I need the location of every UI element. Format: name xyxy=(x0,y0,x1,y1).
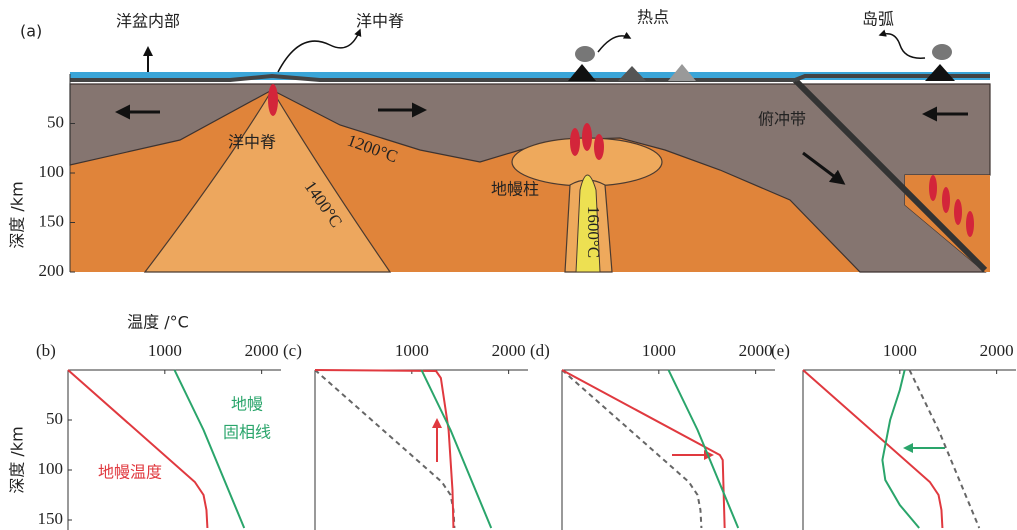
arrow xyxy=(880,34,925,58)
top-label: 热点 xyxy=(637,8,669,27)
cross-section: (a) 洋盆内部 洋中脊 热点 岛弧 洋中脊 1200°C 1400°C 地幔柱… xyxy=(8,8,991,273)
profile-line xyxy=(669,370,739,528)
annotation: 地幔温度 xyxy=(98,463,162,482)
annotation: 地幔 xyxy=(231,395,263,414)
profile-line xyxy=(422,370,492,528)
magma xyxy=(929,175,937,201)
magma xyxy=(966,211,974,237)
inner-label: 俯冲带 xyxy=(758,110,806,129)
inner-label: 地幔柱 xyxy=(491,180,539,199)
y-axis-label: 深度 /km xyxy=(8,181,27,248)
x-tick-label: 1000 xyxy=(395,341,429,360)
magma xyxy=(570,128,580,156)
y-tick-label: 150 xyxy=(39,211,65,230)
profiles xyxy=(437,420,945,462)
x-tick-label: 2000 xyxy=(492,341,526,360)
inner-label: 洋中脊 xyxy=(228,133,276,152)
magma xyxy=(954,199,962,225)
y-tick-label: 50 xyxy=(46,409,63,428)
smoke xyxy=(932,44,952,60)
panel-label: (e) xyxy=(771,341,790,360)
magma xyxy=(582,123,592,151)
annotation: 固相线 xyxy=(223,423,271,442)
x-tick-label: 2000 xyxy=(980,341,1014,360)
arrow xyxy=(598,36,630,52)
panel-label: (d) xyxy=(530,341,550,360)
y-tick-label: 50 xyxy=(47,112,64,131)
panel-label: (c) xyxy=(283,341,302,360)
magma xyxy=(594,134,604,160)
figure: (a) 洋盆内部 洋中脊 热点 岛弧 洋中脊 1200°C 1400°C 地幔柱… xyxy=(0,0,1017,530)
y-tick-label: 100 xyxy=(39,162,65,181)
top-label: 岛弧 xyxy=(862,10,894,29)
magma xyxy=(268,84,278,116)
y-tick-label: 150 xyxy=(38,509,64,528)
panel-label: (a) xyxy=(20,22,42,41)
inner-label: 1600°C xyxy=(584,206,603,258)
x-tick-label: 1000 xyxy=(883,341,917,360)
smoke xyxy=(575,46,595,62)
top-label: 洋中脊 xyxy=(356,12,404,31)
x-tick-label: 2000 xyxy=(245,341,279,360)
y-axis-label: 深度 /km xyxy=(8,426,27,493)
y-tick-label: 100 xyxy=(38,459,64,478)
page: {"panel_a": {"label": "(a)", "top_labels… xyxy=(0,0,1017,530)
x-axis-label: 温度 /°C xyxy=(127,313,189,332)
x-tick-label: 1000 xyxy=(148,341,182,360)
panel-label: (b) xyxy=(36,341,56,360)
y-tick-label: 200 xyxy=(39,261,65,280)
profile-line xyxy=(562,370,725,528)
magma xyxy=(942,187,950,213)
arrow xyxy=(278,30,360,72)
x-tick-label: 1000 xyxy=(642,341,676,360)
top-label: 洋盆内部 xyxy=(116,12,180,31)
x-tick-label: 2000 xyxy=(739,341,773,360)
